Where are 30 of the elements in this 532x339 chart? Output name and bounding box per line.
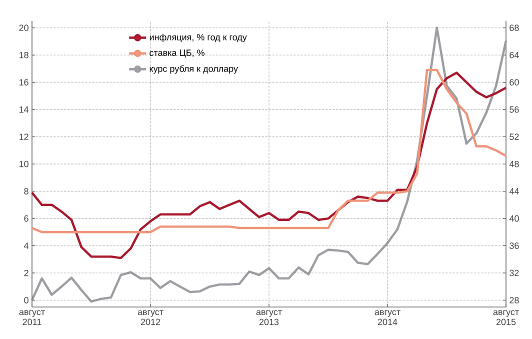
y-tick-label: 14 bbox=[19, 106, 29, 113]
y2-tick-label: 32 bbox=[510, 270, 519, 276]
y-tick-label: 6 bbox=[24, 215, 28, 222]
y2-tick-label: 28 bbox=[510, 297, 519, 304]
y-tick-label: 18 bbox=[19, 52, 28, 58]
legend-label: инфляция, % год к году bbox=[150, 34, 247, 42]
x-tick-label: август 2013 bbox=[256, 310, 282, 326]
y2-tick-label: 64 bbox=[510, 52, 519, 58]
y-tick-label: 12 bbox=[19, 134, 28, 140]
y-tick-label: 16 bbox=[19, 79, 28, 86]
y-tick-label: 0 bbox=[24, 297, 28, 304]
y-tick-label: 20 bbox=[19, 24, 28, 31]
y-tick-label: 8 bbox=[24, 188, 28, 194]
x-tick-label: август 2015 bbox=[493, 310, 519, 326]
y2-tick-label: 48 bbox=[509, 160, 519, 168]
y2-tick-label: 36 bbox=[510, 242, 519, 249]
y2-tick-label: 52 bbox=[510, 134, 519, 140]
y-tick-label: 10 bbox=[19, 160, 28, 168]
x-tick-label: август 2014 bbox=[374, 310, 400, 326]
x-tick-label: август 2011 bbox=[19, 310, 45, 326]
y-tick-label: 4 bbox=[24, 242, 29, 249]
legend-label: ставка ЦБ, % bbox=[150, 50, 204, 58]
y-tick-label: 2 bbox=[24, 270, 28, 276]
x-tick-label: август 2012 bbox=[138, 310, 164, 326]
y2-tick-label: 68 bbox=[510, 24, 519, 31]
y2-tick-label: 44 bbox=[509, 188, 519, 194]
y2-tick-label: 60 bbox=[510, 79, 519, 86]
y2-tick-label: 56 bbox=[510, 106, 519, 113]
legend-label: курс рубля к доллару bbox=[150, 65, 238, 74]
y2-tick-label: 40 bbox=[509, 215, 519, 222]
